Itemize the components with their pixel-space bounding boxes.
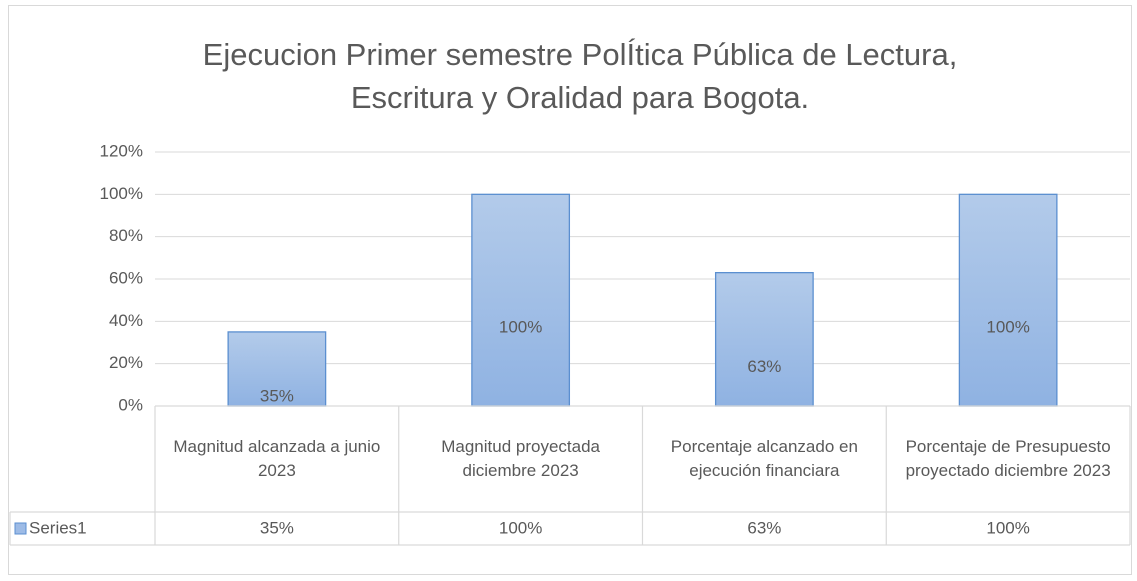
data-label: 100%	[499, 318, 542, 337]
data-label: 35%	[260, 386, 294, 405]
legend-label: Series1	[29, 518, 87, 537]
table-value: 35%	[260, 518, 294, 537]
x-tick-label: Magnitud proyectada diciembre 2023	[441, 437, 601, 480]
table-value: 100%	[986, 518, 1029, 537]
bar	[471, 193, 571, 407]
y-tick-label: 80%	[109, 226, 143, 245]
y-tick-label: 60%	[109, 268, 143, 287]
x-tick-label: Porcentaje de Presupuesto proyectado dic…	[905, 437, 1111, 480]
y-tick-label: 40%	[109, 311, 143, 330]
y-tick-label: 120%	[100, 141, 143, 160]
legend-key	[14, 522, 27, 535]
x-tick-label: Magnitud alcanzada a junio 2023	[173, 437, 381, 480]
bar	[227, 331, 327, 407]
y-tick-label: 20%	[109, 353, 143, 372]
bar	[958, 193, 1058, 407]
chart-title: Escritura y Oralidad para Bogota.	[351, 80, 809, 115]
data-label: 100%	[986, 318, 1029, 337]
y-tick-label: 0%	[118, 395, 143, 414]
data-label: 63%	[747, 357, 781, 376]
y-tick-label: 100%	[100, 184, 143, 203]
chart-title: Ejecucion Primer semestre PolÍtica Públi…	[203, 37, 958, 72]
x-tick-label: Porcentaje alcanzado en ejecución financ…	[670, 437, 858, 480]
bar	[714, 271, 814, 407]
table-value: 63%	[747, 518, 781, 537]
table-value: 100%	[499, 518, 542, 537]
